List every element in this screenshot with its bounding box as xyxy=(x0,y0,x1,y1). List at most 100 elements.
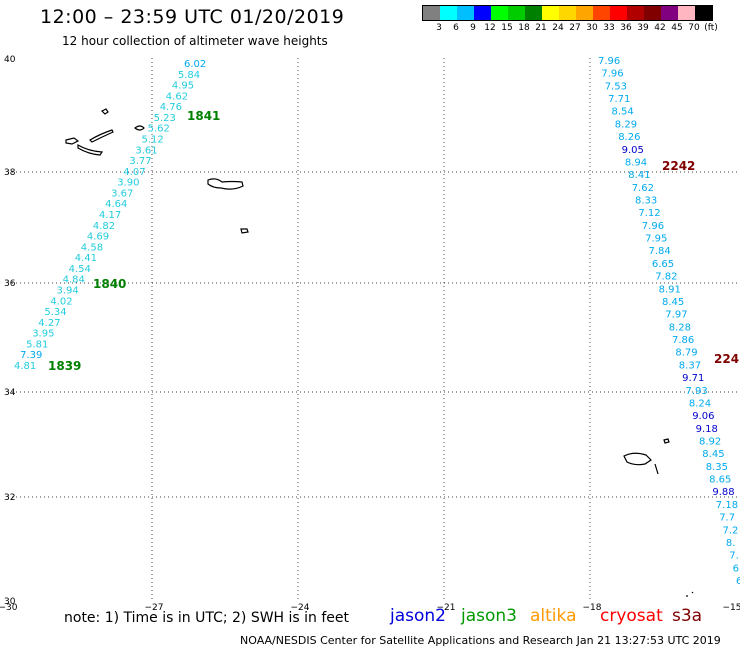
color-scale-cell xyxy=(474,6,491,20)
wave-height-value: 9.06 xyxy=(692,411,714,422)
color-scale-cell xyxy=(491,6,508,20)
wave-height-value: 7.7 xyxy=(719,513,735,524)
wave-height-value: 7.96 xyxy=(598,56,620,67)
islet-desertas xyxy=(654,463,659,475)
longitude-label: −15 xyxy=(723,603,740,613)
longitude-label: −27 xyxy=(145,603,164,613)
color-scale-cell xyxy=(525,6,542,20)
color-scale-bar: 3 6 9 12 15 18 21 24 27 30 33 36 39 42 45 70 (ft) xyxy=(422,5,718,33)
wave-height-value: 4.58 xyxy=(81,242,103,253)
island-santa-maria xyxy=(240,228,249,234)
wave-height-value: 4.02 xyxy=(50,296,72,307)
legend-item-altika: altika xyxy=(530,606,577,626)
wave-height-value: 8.37 xyxy=(679,360,701,371)
wave-height-value: 7.12 xyxy=(638,208,660,219)
color-scale-label: 6 xyxy=(453,23,459,33)
wave-height-value: 5.62 xyxy=(148,124,170,135)
color-scale-label: 42 xyxy=(654,23,666,33)
color-scale-label: 70 xyxy=(688,23,700,33)
wave-height-value: 9.71 xyxy=(682,373,704,384)
island-flores xyxy=(100,108,109,115)
wave-height-value: 7.96 xyxy=(642,221,664,232)
wave-height-value: 4.62 xyxy=(166,91,188,102)
color-scale-cell xyxy=(644,6,661,20)
wave-height-value: 7.86 xyxy=(672,335,694,346)
footnote: note: 1) Time is in UTC; 2) SWH is in fe… xyxy=(64,610,350,626)
wave-height-value: 7.39 xyxy=(20,350,42,361)
wave-height-value: 3.67 xyxy=(111,188,133,199)
color-scale-label: 18 xyxy=(518,23,530,33)
longitude-label: −30 xyxy=(0,603,18,613)
wave-height-value: 4.95 xyxy=(172,81,194,92)
wave-height-value: 5.34 xyxy=(44,307,66,318)
wave-height-value: 8. xyxy=(726,538,736,549)
island-sao-miguel xyxy=(207,178,244,190)
color-scale-label: 21 xyxy=(535,23,547,33)
island-sao-jorge xyxy=(89,129,114,143)
wave-height-value: 7.93 xyxy=(686,386,708,397)
island-pico xyxy=(77,143,104,156)
wave-height-value: 8.65 xyxy=(709,475,731,486)
wave-height-value: 8.26 xyxy=(618,132,640,143)
time-label-1840: 1840 xyxy=(93,277,126,291)
wave-height-value: 8.24 xyxy=(689,398,711,409)
latitude-label: 32 xyxy=(4,493,15,503)
wave-height-value: 8.29 xyxy=(615,119,637,130)
legend-item-s3a: s3a xyxy=(672,606,703,626)
wave-height-value: 8.33 xyxy=(635,196,657,207)
latitude-label: 38 xyxy=(4,168,16,178)
wave-height-value: 9.88 xyxy=(712,487,734,498)
island-porto-santo xyxy=(663,438,670,444)
color-scale-label: 39 xyxy=(637,23,649,33)
time-labels: 1841 1840 1839 2242 224 xyxy=(48,109,739,373)
wave-height-value: 8.91 xyxy=(659,284,681,295)
wave-height-value: 4.07 xyxy=(123,167,145,178)
wave-height-value: 6.65 xyxy=(652,259,674,270)
color-scale-label: 3 xyxy=(436,23,442,33)
color-scale-cell xyxy=(508,6,525,20)
wave-height-value: 8.79 xyxy=(675,348,697,359)
island-faial xyxy=(65,137,80,145)
color-scale-cell xyxy=(610,6,627,20)
wave-height-value: 9.05 xyxy=(622,145,644,156)
wave-height-value: 3.77 xyxy=(129,156,151,167)
lat-lon-grid xyxy=(8,58,738,601)
wave-height-value: 3.90 xyxy=(117,178,139,189)
wave-height-value: 4.17 xyxy=(99,210,121,221)
axis-labels: 40 38 36 34 32 30−30 −27 −24 −21 −18 −15 xyxy=(0,55,740,613)
longitude-label: −21 xyxy=(437,603,456,613)
color-scale-label: (ft) xyxy=(704,23,718,33)
color-scale-label: 12 xyxy=(484,23,496,33)
color-scale-cell xyxy=(559,6,576,20)
time-label-2242: 2242 xyxy=(662,159,695,173)
wave-height-value: 8.41 xyxy=(628,170,650,181)
color-scale-cell xyxy=(423,6,440,20)
color-scale-cell xyxy=(678,6,695,20)
island-madeira xyxy=(623,452,652,466)
color-scale-label: 9 xyxy=(470,23,476,33)
color-scale-cell xyxy=(457,6,474,20)
latitude-label: 36 xyxy=(4,279,16,289)
wave-height-value: 4.69 xyxy=(87,232,109,243)
wave-height-value: 3.94 xyxy=(57,286,79,297)
map-subtitle: 12 hour collection of altimeter wave hei… xyxy=(62,34,328,48)
wave-height-value: 7.97 xyxy=(665,310,687,321)
wave-height-value: 4.27 xyxy=(38,318,60,329)
wave-height-value: 8.45 xyxy=(662,297,684,308)
legend-item-jason2: jason2 xyxy=(390,606,446,626)
wave-height-value: 7.82 xyxy=(655,272,677,283)
wave-height-value: 4.81 xyxy=(14,361,36,372)
wave-height-value: 7.95 xyxy=(645,234,667,245)
wave-height-value: 6 xyxy=(733,563,739,574)
coastlines xyxy=(65,108,694,597)
color-scale-label: 36 xyxy=(620,23,632,33)
wave-height-value: 4.76 xyxy=(160,102,182,113)
credit-footer: NOAA/NESDIS Center for Satellite Applica… xyxy=(240,634,721,647)
time-label-224: 224 xyxy=(714,352,739,366)
color-scale-label: 27 xyxy=(569,23,581,33)
wave-height-value: 6 xyxy=(736,576,740,587)
wave-height-value: 6.02 xyxy=(184,59,206,70)
wave-height-value: 4.84 xyxy=(63,275,85,286)
color-scale-label: 33 xyxy=(603,23,615,33)
